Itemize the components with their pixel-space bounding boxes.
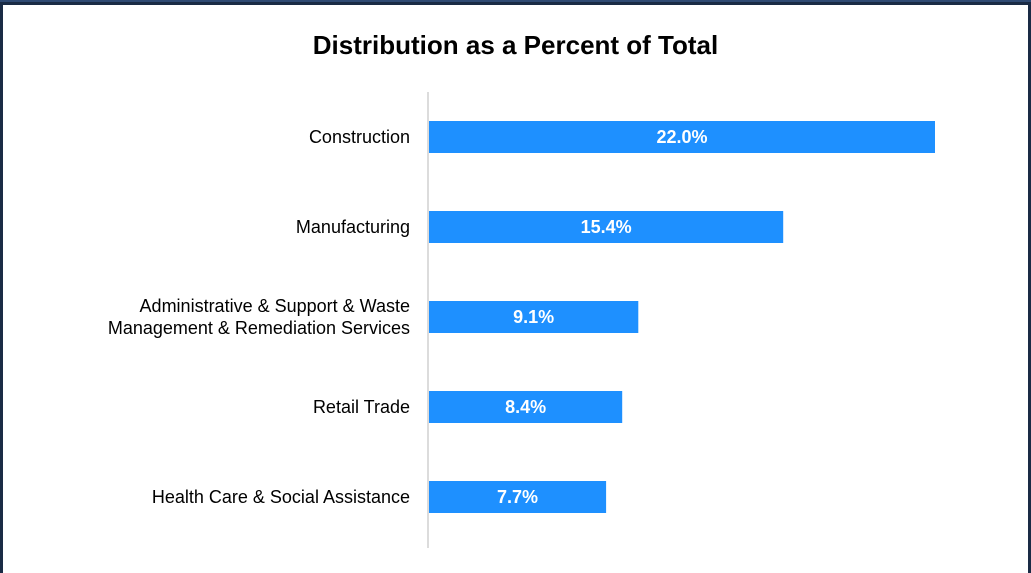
category-label: Health Care & Social Assistance (152, 487, 410, 507)
bar-value-label: 8.4% (505, 397, 546, 417)
bars-group: 22.0% Construction 15.4% Manufacturing 9.1% A… (108, 121, 935, 513)
category-label: Manufacturing (296, 217, 410, 237)
category-label: Administrative & Support & Waste (140, 296, 410, 316)
bar (429, 211, 784, 243)
bar (429, 121, 935, 153)
chart-title: Distribution as a Percent of Total (312, 30, 719, 60)
category-label: Management & Remediation Services (108, 318, 410, 338)
bar (429, 301, 639, 333)
bar (429, 391, 623, 423)
category-label: Retail Trade (313, 397, 410, 417)
bar-value-label: 7.7% (497, 487, 538, 507)
category-label: Construction (309, 127, 410, 147)
bar-value-label: 9.1% (513, 307, 554, 327)
bar (429, 481, 607, 513)
top-strip (0, 0, 1031, 2)
bar-value-label: 22.0% (656, 127, 707, 147)
bar-value-label: 15.4% (581, 217, 632, 237)
